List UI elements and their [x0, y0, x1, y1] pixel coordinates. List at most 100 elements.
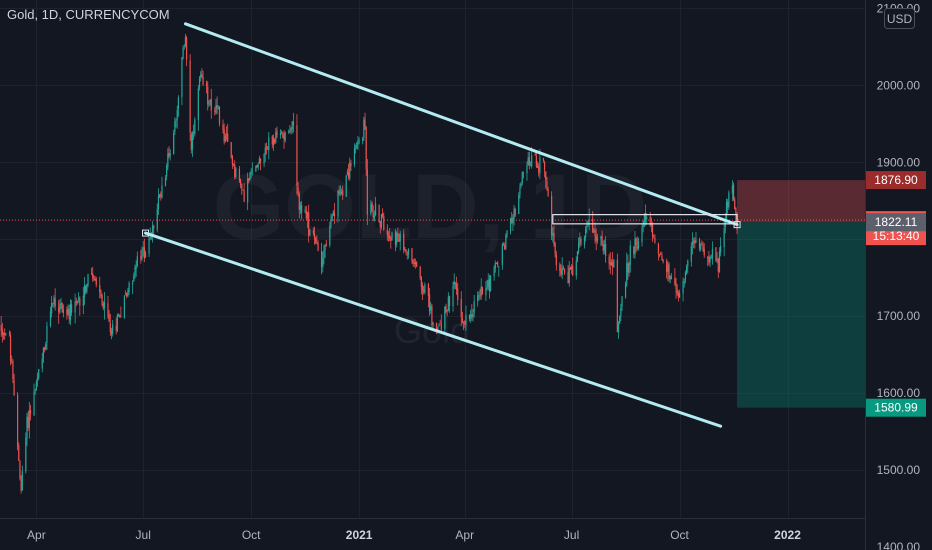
stop-loss-zone[interactable] [737, 180, 865, 223]
currency-button[interactable]: USD [884, 8, 915, 29]
candle [386, 224, 388, 241]
time-axis-panel[interactable] [0, 518, 865, 550]
candle [317, 240, 319, 252]
candle-body [687, 260, 689, 267]
candle-body [67, 308, 69, 314]
candle [249, 171, 251, 181]
candle-body [136, 256, 138, 266]
candle [205, 80, 208, 94]
candle-body [487, 280, 489, 288]
price-tag-value: 1580.99 [874, 401, 918, 415]
candle [60, 298, 62, 310]
candle [225, 126, 228, 141]
candle-body [437, 327, 439, 331]
candle-body [119, 315, 121, 317]
lower-trendline[interactable] [144, 231, 723, 428]
candle-body [505, 234, 507, 249]
symbol-title[interactable]: Gold, 1D, CURRENCYCOM [7, 7, 170, 22]
x-tick-label: Apr [455, 528, 474, 542]
candle [323, 244, 325, 265]
candle-body [480, 286, 482, 296]
candle-body [62, 309, 64, 313]
candle-body [332, 211, 334, 217]
candle-body [207, 86, 209, 105]
candle-body [238, 168, 241, 181]
candle [90, 267, 93, 276]
candle [586, 220, 588, 234]
candle [683, 278, 685, 288]
candle-body [715, 247, 717, 261]
candle-body [373, 215, 376, 219]
candle-body [117, 314, 120, 315]
candle-body [112, 324, 114, 334]
candle [552, 227, 554, 243]
price-tag[interactable]: 1580.99 [866, 398, 926, 417]
candle [279, 129, 282, 139]
candle-body [60, 303, 62, 305]
candle [511, 212, 513, 224]
candle [720, 237, 722, 257]
candle [421, 282, 424, 300]
candle [189, 54, 191, 141]
candle [695, 231, 697, 243]
candle [349, 157, 351, 181]
candle-body [250, 171, 252, 174]
candle [232, 163, 235, 167]
upper-trendline[interactable] [183, 22, 739, 227]
candle [387, 231, 390, 242]
candle [480, 278, 482, 300]
candle-body [716, 259, 718, 260]
candle-body [94, 278, 96, 281]
candle [312, 227, 314, 236]
candle-body [290, 127, 292, 132]
candle [394, 229, 397, 252]
candle-body [675, 283, 677, 290]
y-tick-label: 1600.00 [877, 386, 921, 400]
take-profit-zone[interactable] [737, 222, 865, 408]
candle-body [18, 445, 20, 461]
candle [250, 167, 252, 179]
candle-body [678, 293, 681, 298]
candle-body [9, 334, 12, 362]
candle [276, 126, 278, 139]
candle [455, 276, 458, 295]
candle [536, 161, 539, 169]
candle-body [313, 233, 316, 239]
candle [528, 151, 530, 170]
candle-body [225, 134, 228, 136]
candle [703, 243, 705, 258]
candles [0, 33, 738, 494]
candle [43, 346, 46, 353]
candle [454, 281, 456, 290]
candle [732, 182, 735, 201]
candle [588, 208, 590, 231]
candle [290, 127, 292, 135]
candle-body [708, 257, 710, 263]
candle-body [53, 297, 55, 304]
candle [198, 76, 201, 91]
candle [431, 303, 433, 331]
candle [382, 208, 384, 219]
candle-body [593, 230, 595, 232]
price-axis-panel[interactable] [865, 0, 932, 550]
price-tag[interactable]: 1822.11 [866, 213, 926, 232]
price-tag[interactable]: 1876.90 [866, 171, 926, 190]
candle [488, 275, 491, 299]
candle [282, 131, 284, 139]
resistance-rectangle[interactable] [552, 214, 738, 225]
candle [366, 159, 368, 226]
candle [527, 151, 529, 166]
candle-body [222, 124, 224, 130]
candle [578, 237, 580, 255]
trendline-handle[interactable] [142, 229, 150, 237]
candle-body [217, 108, 219, 109]
candle-body [93, 278, 95, 280]
candle-body [95, 278, 97, 286]
candle [477, 291, 479, 307]
candle-body [128, 282, 130, 292]
candle-body [595, 235, 597, 241]
candle [67, 304, 69, 316]
candle [666, 258, 668, 279]
candle [93, 274, 95, 282]
